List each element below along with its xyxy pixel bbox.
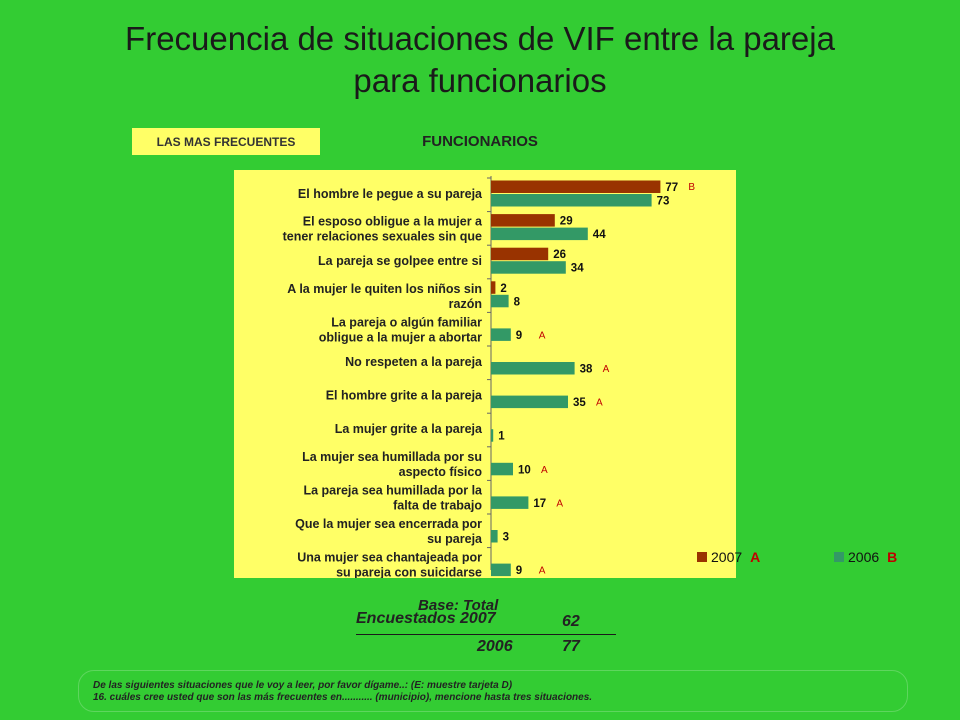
legend-swatch-2006 [834, 552, 844, 562]
bar-2006 [491, 362, 575, 375]
significance-letter: A [539, 566, 546, 577]
bar-2006 [491, 261, 566, 274]
legend-label-2006: 2006 [848, 549, 880, 565]
category-label: Una mujer sea chantajeada por su pareja c… [297, 551, 482, 578]
data-label-2006: 9 [516, 330, 522, 342]
legend-letter-2006: B [887, 549, 898, 565]
category-label: No respeten a la pareja [345, 355, 483, 369]
category-label: Que la mujer sea encerrada por su pareja [295, 517, 483, 546]
bar-2006 [491, 328, 511, 341]
category-label: La pareja se golpee entre si [318, 254, 482, 268]
category-label: A la mujer le quiten los niños sin razón [287, 282, 482, 311]
frequent-badge: LAS MAS FRECUENTES [132, 128, 320, 155]
data-label-2007: 26 [553, 249, 566, 261]
significance-letter: A [603, 364, 610, 375]
year-2006-label: 2006 [477, 638, 513, 655]
category-label: La pareja o algún familiar obligue a la m… [319, 315, 482, 344]
data-label-2006: 9 [516, 565, 522, 577]
legend-item-2006: 2006 B [834, 549, 897, 565]
encuestados-2006-value: 77 [562, 638, 580, 655]
bar-2007 [491, 180, 661, 193]
question-footnote: De las siguientes situaciones que le voy… [78, 670, 908, 712]
data-label-2006: 34 [571, 263, 584, 275]
category-label: El esposo obligue a la mujer a tener rela… [283, 215, 483, 244]
significance-letter: B [688, 182, 695, 193]
data-label-2007: 29 [560, 216, 573, 228]
significance-letter: A [539, 330, 546, 341]
chart-panel [234, 170, 736, 578]
bar-chart: El hombre le pegue a su pareja 77 73 El esp… [283, 176, 695, 578]
chart-subtitle: FUNCIONARIOS [422, 133, 538, 150]
legend-swatch-2007 [697, 552, 707, 562]
category-label: La mujer grite a la pareja [335, 422, 483, 436]
data-label-2006: 35 [573, 397, 586, 409]
data-label-2006: 44 [593, 229, 606, 241]
category-label: La pareja sea humillada por la falta de t… [303, 483, 483, 512]
data-label-2006: 1 [498, 431, 505, 443]
bar-2006 [491, 530, 498, 543]
encuestados-2007-value: 62 [562, 613, 580, 630]
bar-2006 [491, 429, 494, 442]
data-label-2007: 2 [500, 283, 506, 295]
base-label: Base: Total [418, 597, 499, 614]
significance-letter: A [596, 398, 603, 409]
bar-2006 [491, 227, 588, 241]
page-title: Frecuencia de situaciones de VIF entre l… [40, 18, 920, 102]
significance-letter: A [541, 465, 548, 476]
bar-2006 [491, 462, 513, 476]
data-label-2006: 3 [503, 532, 509, 544]
bar-2007 [491, 214, 555, 227]
footnote-line-1: De las siguientes situaciones que le voy… [93, 680, 513, 691]
data-label-2007: 77 [665, 182, 678, 194]
data-label-2006: 10 [518, 464, 531, 476]
data-label-2006: 8 [514, 296, 521, 308]
bar-2006 [491, 395, 568, 409]
category-label: El hombre grite a la pareja [326, 389, 483, 403]
bar-2007 [491, 247, 549, 261]
data-label-2006: 73 [657, 196, 670, 208]
data-label-2006: 38 [580, 364, 593, 376]
category-label: La mujer sea humillada por su aspecto fís… [302, 450, 482, 479]
bar-2006 [491, 563, 511, 577]
data-label-2006: 17 [533, 498, 546, 510]
footnote-line-2: 16. cuáles cree usted que son las más fr… [93, 692, 593, 703]
category-label: El hombre le pegue a su pareja [298, 187, 483, 201]
significance-letter: A [556, 498, 563, 509]
legend-item-2007: 2007 A [697, 549, 760, 565]
base-divider [356, 634, 616, 635]
title-line-1: Frecuencia de situaciones de VIF entre l… [125, 20, 835, 57]
bar-2006 [491, 294, 509, 308]
bar-2007 [491, 281, 496, 294]
legend-label-2007: 2007 [711, 549, 743, 565]
bar-2006 [491, 194, 652, 207]
encuestados-label: Encuestados 2007 [356, 610, 496, 627]
bar-2006 [491, 496, 529, 509]
legend-letter-2007: A [750, 549, 761, 565]
title-line-2: para funcionarios [353, 62, 607, 99]
